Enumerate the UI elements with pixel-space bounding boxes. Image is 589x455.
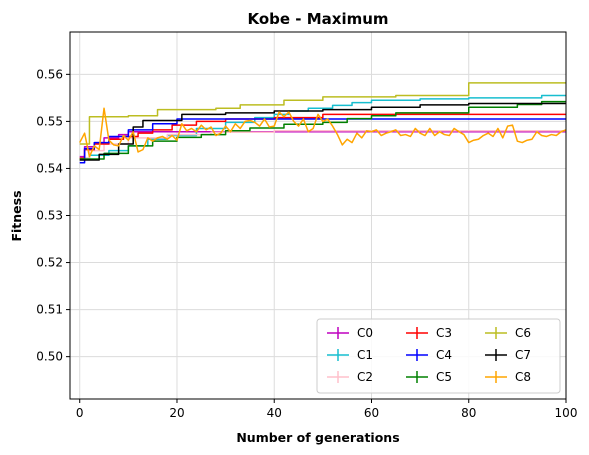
x-tick-label: 100 <box>555 406 578 420</box>
y-axis-label: Fitness <box>9 190 24 241</box>
x-axis-label: Number of generations <box>236 430 399 445</box>
x-tick-label: 60 <box>364 406 379 420</box>
x-tick-label: 20 <box>169 406 184 420</box>
legend-label: C5 <box>436 370 452 384</box>
legend-label: C8 <box>515 370 531 384</box>
x-tick-label: 40 <box>267 406 282 420</box>
y-tick-label: 0.56 <box>36 67 63 81</box>
y-tick-label: 0.52 <box>36 256 63 270</box>
x-tick-label: 80 <box>461 406 476 420</box>
y-tick-label: 0.53 <box>36 209 63 223</box>
y-tick-label: 0.50 <box>36 350 63 364</box>
legend-label: C2 <box>357 370 373 384</box>
legend: C0 C1 C2 C3 C4 C5 C6 C7 C8 <box>317 319 560 393</box>
chart-title: Kobe - Maximum <box>247 10 388 28</box>
legend-label: C7 <box>515 348 531 362</box>
legend-label: C4 <box>436 348 452 362</box>
x-tick-label: 0 <box>76 406 84 420</box>
legend-label: C1 <box>357 348 373 362</box>
y-tick-label: 0.51 <box>36 303 63 317</box>
y-tick-label: 0.55 <box>36 114 63 128</box>
legend-label: C0 <box>357 326 373 340</box>
legend-label: C6 <box>515 326 531 340</box>
y-tick-label: 0.54 <box>36 161 63 175</box>
legend-label: C3 <box>436 326 452 340</box>
